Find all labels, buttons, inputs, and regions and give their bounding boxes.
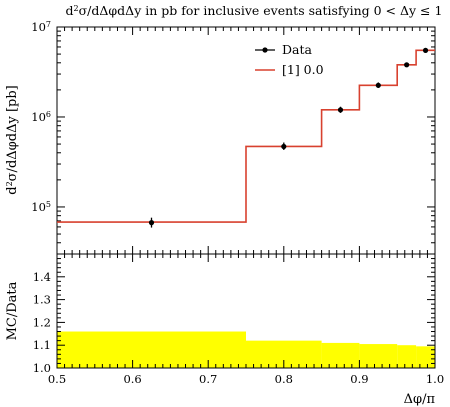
- main-y-tick-label: 105: [31, 199, 51, 214]
- ratio-y-tick-label: 1.4: [33, 270, 51, 284]
- ratio-band-bin: [416, 346, 435, 368]
- x-tick-label: 0.6: [123, 372, 141, 386]
- x-tick-label: 1.0: [426, 372, 444, 386]
- ratio-band-bin: [397, 345, 417, 368]
- data-point: [281, 142, 287, 150]
- data-point: [148, 217, 155, 228]
- x-tick-label: 0.5: [48, 372, 66, 386]
- data-point: [404, 62, 410, 68]
- legend-entry-data: Data: [255, 42, 312, 57]
- main-y-tick-labels: 105 106 107: [31, 20, 51, 214]
- data-point: [337, 106, 344, 113]
- x-tick-label: 0.9: [350, 372, 368, 386]
- ratio-y-tick-label: 1.2: [33, 315, 51, 329]
- legend-entry-mc: [1] 0.0: [255, 62, 324, 77]
- ratio-band: [57, 331, 435, 368]
- ratio-band-bin: [321, 342, 360, 368]
- ratio-band-bin: [359, 344, 398, 368]
- ratio-ticks: [56, 253, 436, 369]
- legend-label: Data: [282, 42, 312, 57]
- legend: Data [1] 0.0: [255, 42, 324, 77]
- data-point: [422, 47, 429, 53]
- main-y-axis-label: d2σ/dΔφdΔy [pb]: [5, 85, 21, 194]
- mc-step-path: [57, 49, 435, 223]
- main-panel: 105 106 107 Data [1] 0.0 d2σ/dΔφdΔy [pb]: [5, 20, 436, 255]
- ratio-panel: 1.0 1.1 1.2 1.3 1.4 0.5 0.6 0.7 0.8 0.9 1.0 MC/Da…: [5, 253, 444, 407]
- ratio-y-tick-label: 1.3: [33, 293, 51, 307]
- x-tick-label: 0.7: [199, 372, 217, 386]
- ratio-y-tick-label: 1.1: [33, 338, 51, 352]
- ratio-y-axis-label: MC/Data: [5, 281, 20, 340]
- ratio-y-tick-labels: 1.0 1.1 1.2 1.3 1.4: [33, 270, 51, 375]
- data-points: [148, 47, 429, 228]
- main-ticks: [56, 26, 436, 255]
- ratio-band-bin: [57, 331, 246, 368]
- legend-label: [1] 0.0: [282, 62, 324, 77]
- data-point: [375, 82, 381, 88]
- x-axis-label: Δφ/π: [404, 392, 436, 407]
- x-tick-label: 0.8: [275, 372, 293, 386]
- ratio-y-tick-label: 1.0: [33, 361, 51, 375]
- chart-title: d2σ/dΔφdΔy in pb for inclusive events sa…: [66, 3, 443, 18]
- x-tick-labels: 0.5 0.6 0.7 0.8 0.9 1.0: [48, 372, 444, 386]
- main-y-tick-label: 106: [31, 109, 51, 124]
- main-y-tick-label: 107: [31, 20, 51, 35]
- mc-step-line: [57, 49, 435, 223]
